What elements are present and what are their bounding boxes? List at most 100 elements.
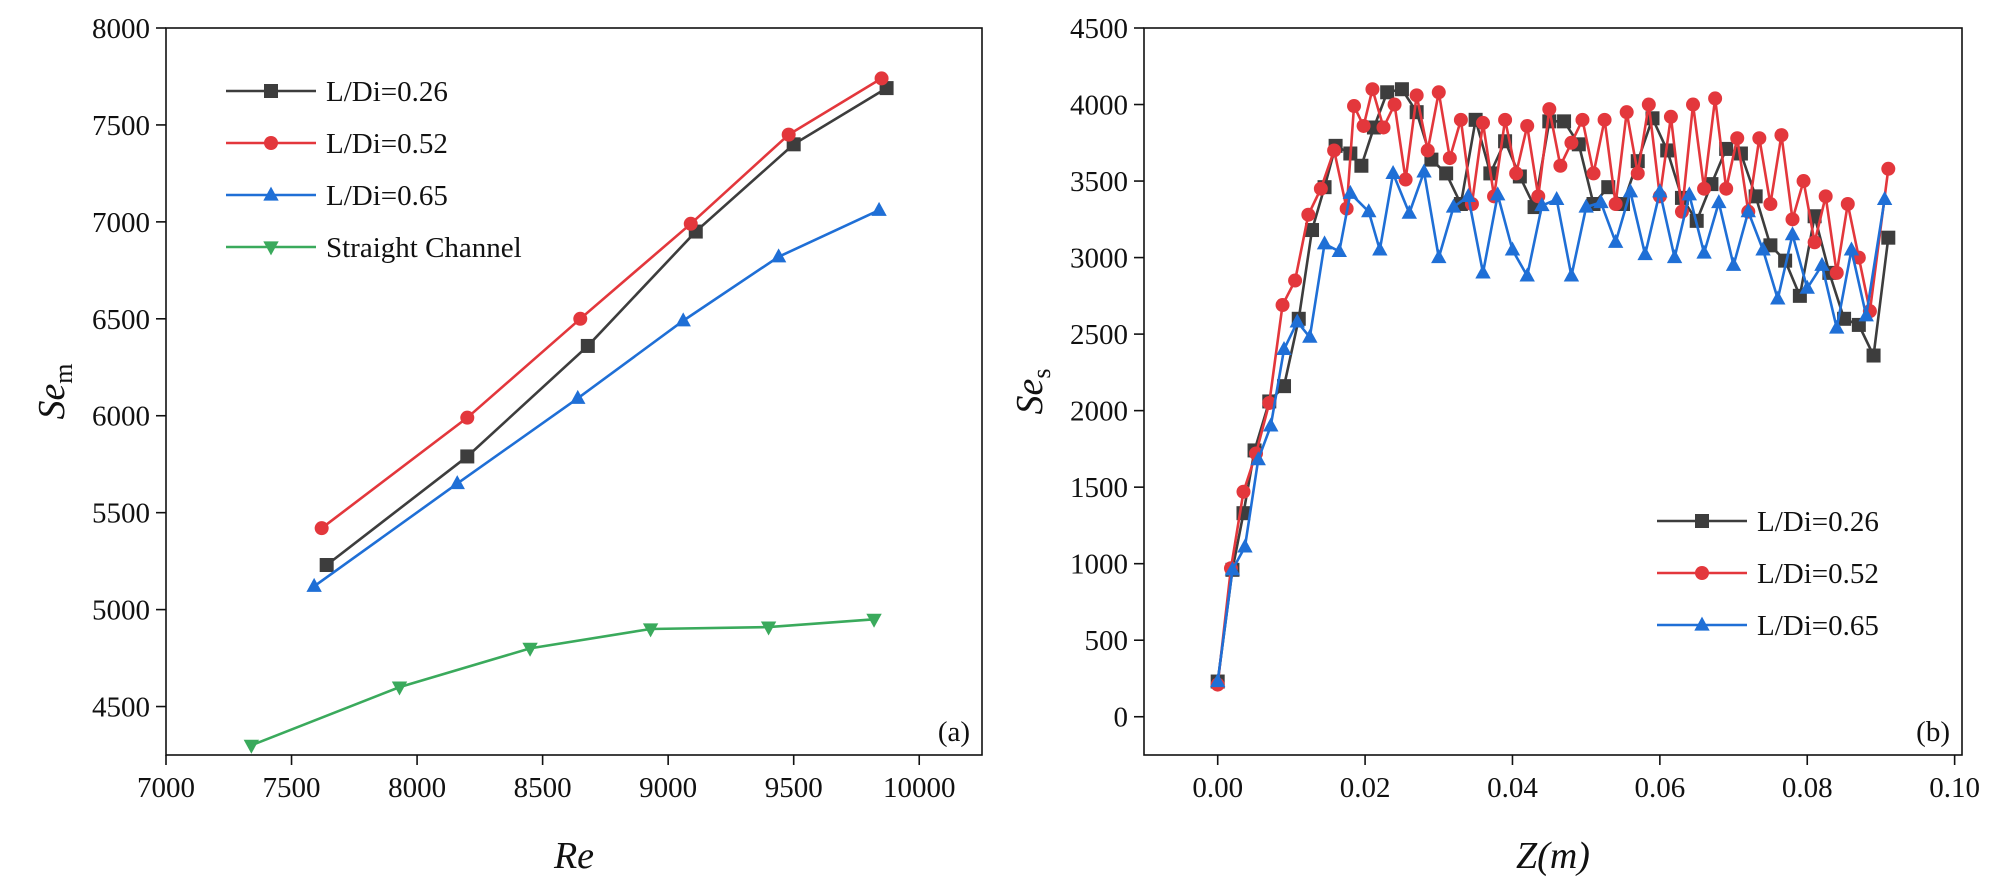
x-tick-label: 0.10 xyxy=(1929,772,1980,804)
marker xyxy=(1694,616,1710,631)
marker xyxy=(1829,265,1844,280)
marker xyxy=(1442,151,1457,166)
marker xyxy=(1866,348,1881,363)
marker xyxy=(1851,317,1866,332)
marker xyxy=(1237,538,1253,553)
marker xyxy=(1387,97,1402,112)
marker xyxy=(580,338,595,353)
x-tick-label: 0.02 xyxy=(1340,772,1391,804)
marker xyxy=(1711,194,1727,209)
marker xyxy=(1564,135,1579,150)
marker xyxy=(1740,203,1756,218)
marker xyxy=(1814,256,1830,271)
y-tick-label: 6000 xyxy=(92,401,150,433)
marker xyxy=(1630,166,1645,181)
marker xyxy=(1460,187,1476,202)
marker xyxy=(1398,172,1413,187)
marker xyxy=(1288,273,1303,288)
x-tick-label: 10000 xyxy=(883,772,956,804)
marker xyxy=(1475,264,1491,279)
marker xyxy=(675,312,691,327)
marker xyxy=(1361,203,1377,218)
y-tick-label: 5500 xyxy=(92,498,150,530)
marker xyxy=(1354,158,1369,173)
marker xyxy=(1858,307,1874,322)
series-line xyxy=(313,209,880,588)
marker xyxy=(1829,319,1845,334)
series-line xyxy=(1216,84,1890,685)
marker xyxy=(1876,191,1893,206)
marker xyxy=(1276,341,1292,356)
panel-label: (b) xyxy=(1916,716,1950,748)
marker xyxy=(522,642,538,657)
marker xyxy=(1548,191,1565,206)
series-line xyxy=(320,77,883,530)
marker xyxy=(1695,514,1709,528)
y-axis-label: Ses xyxy=(1009,369,1056,415)
marker xyxy=(1534,197,1550,212)
y-tick-label: 2500 xyxy=(1070,319,1128,351)
y-tick-label: 5000 xyxy=(92,595,150,627)
marker xyxy=(1695,566,1709,580)
marker xyxy=(1475,115,1490,130)
marker xyxy=(1578,198,1594,213)
marker xyxy=(449,475,465,490)
x-tick-label: 0.06 xyxy=(1634,772,1685,804)
y-axis-label-sub: m xyxy=(49,363,78,383)
marker xyxy=(1372,241,1388,256)
marker xyxy=(1708,91,1723,106)
marker xyxy=(871,201,887,216)
plot-frame xyxy=(1143,27,1963,756)
y-axis-label-sub: s xyxy=(1027,369,1056,379)
marker xyxy=(1409,88,1424,103)
marker xyxy=(1431,85,1446,100)
y-tick-label: 1000 xyxy=(1070,549,1128,581)
marker xyxy=(1305,223,1320,238)
marker xyxy=(1681,186,1698,201)
marker xyxy=(1209,673,1226,688)
y-tick-label: 8000 xyxy=(92,13,150,45)
marker xyxy=(1263,417,1279,432)
marker xyxy=(770,248,787,263)
marker xyxy=(1784,226,1801,241)
legend-label: L/Di=0.65 xyxy=(326,180,448,212)
marker xyxy=(1770,290,1786,305)
marker xyxy=(1755,241,1771,256)
marker xyxy=(1275,298,1290,313)
marker xyxy=(642,623,659,638)
y-tick-label: 500 xyxy=(1085,625,1129,657)
x-axis-label: Re xyxy=(553,835,594,877)
marker xyxy=(1807,235,1822,250)
marker xyxy=(1622,183,1639,198)
x-tick-label: 8000 xyxy=(388,772,446,804)
y-tick-label: 7500 xyxy=(92,110,150,142)
x-tick-label: 8500 xyxy=(514,772,572,804)
marker xyxy=(1342,184,1359,199)
marker xyxy=(1366,120,1381,135)
marker xyxy=(1313,181,1328,196)
y-tick-label: 7000 xyxy=(92,207,150,239)
marker xyxy=(1696,244,1712,259)
marker xyxy=(1774,128,1789,143)
y-tick-label: 6500 xyxy=(92,304,150,336)
marker xyxy=(1637,246,1653,261)
marker xyxy=(1445,198,1462,213)
marker xyxy=(1697,181,1712,196)
marker xyxy=(1752,131,1767,146)
marker xyxy=(1763,197,1778,212)
marker xyxy=(1331,243,1347,258)
marker xyxy=(319,558,334,573)
series-line xyxy=(250,617,875,747)
y-tick-label: 4500 xyxy=(1070,13,1128,45)
marker xyxy=(1608,197,1623,212)
marker xyxy=(1327,143,1342,158)
marker xyxy=(1490,186,1506,201)
legend-label: L/Di=0.52 xyxy=(326,128,448,160)
y-tick-label: 4500 xyxy=(92,692,150,724)
y-tick-label: 4000 xyxy=(1070,90,1128,122)
marker xyxy=(866,613,882,628)
marker xyxy=(1843,241,1860,256)
marker xyxy=(1719,181,1734,196)
plot-frame xyxy=(165,27,983,756)
